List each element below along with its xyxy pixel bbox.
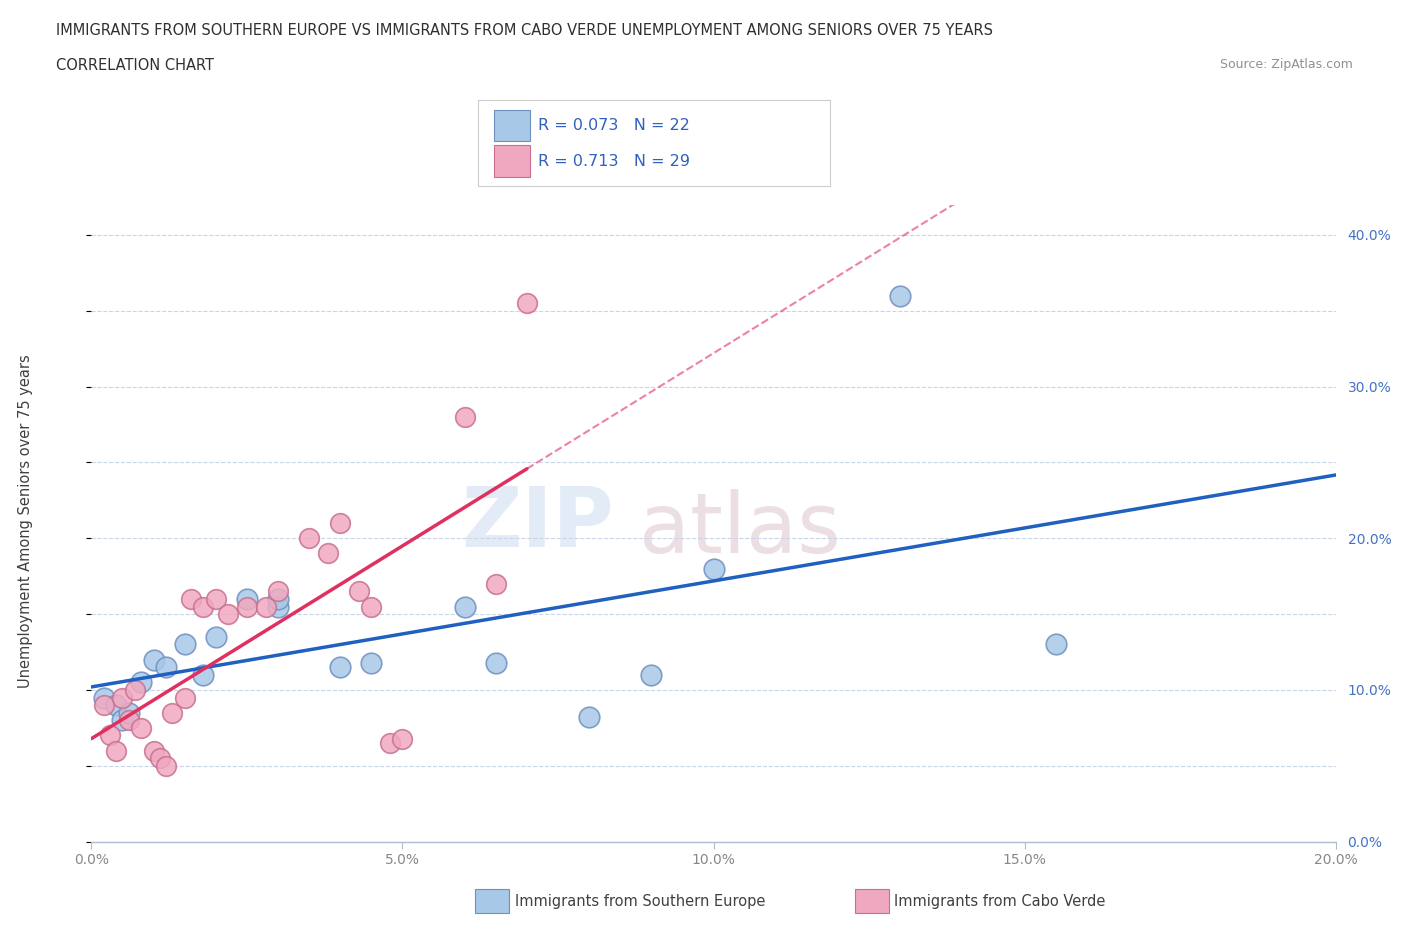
Point [640,668,662,683]
Text: Source: ZipAtlas.com: Source: ZipAtlas.com [1219,58,1353,71]
Point [111,690,134,705]
Point [254,599,277,614]
Point [93,690,115,705]
Point [173,690,195,705]
Point [142,743,165,758]
Point [129,675,152,690]
Point [111,713,134,728]
Text: CORRELATION CHART: CORRELATION CHART [56,58,214,73]
Point [453,599,475,614]
Point [391,731,413,746]
Point [162,705,184,720]
Point [105,743,128,758]
Point [105,698,128,712]
Point [298,531,321,546]
Point [485,577,508,591]
Point [267,599,290,614]
Text: ZIP: ZIP [461,483,614,564]
Point [702,561,725,576]
Point [149,751,172,765]
Point [453,409,475,424]
Point [316,546,339,561]
Text: R = 0.073   N = 22: R = 0.073 N = 22 [538,118,690,133]
Point [180,591,202,606]
Point [236,591,259,606]
Text: Immigrants from Cabo Verde: Immigrants from Cabo Verde [894,894,1105,909]
Point [93,698,115,712]
Point [578,710,600,724]
Point [118,705,141,720]
Text: R = 0.713   N = 29: R = 0.713 N = 29 [538,153,690,169]
Point [205,630,228,644]
Point [360,656,382,671]
Point [173,637,195,652]
Point [485,656,508,671]
Point [329,659,352,674]
Point [205,591,228,606]
Point [129,721,152,736]
Text: Unemployment Among Seniors over 75 years: Unemployment Among Seniors over 75 years [18,354,32,687]
Point [193,599,215,614]
Point [193,668,215,683]
Point [267,584,290,599]
Point [236,599,259,614]
Point [155,659,177,674]
Point [267,591,290,606]
Point [1045,637,1067,652]
Point [360,599,382,614]
Point [516,296,538,311]
Point [217,606,239,621]
Point [98,728,121,743]
Point [124,683,146,698]
Point [142,652,165,667]
Point [155,758,177,773]
Text: Immigrants from Southern Europe: Immigrants from Southern Europe [515,894,765,909]
Text: atlas: atlas [638,489,841,570]
Point [329,516,352,531]
Point [889,288,911,303]
Point [347,584,370,599]
Point [118,713,141,728]
Point [378,736,401,751]
Text: IMMIGRANTS FROM SOUTHERN EUROPE VS IMMIGRANTS FROM CABO VERDE UNEMPLOYMENT AMONG: IMMIGRANTS FROM SOUTHERN EUROPE VS IMMIG… [56,23,993,38]
